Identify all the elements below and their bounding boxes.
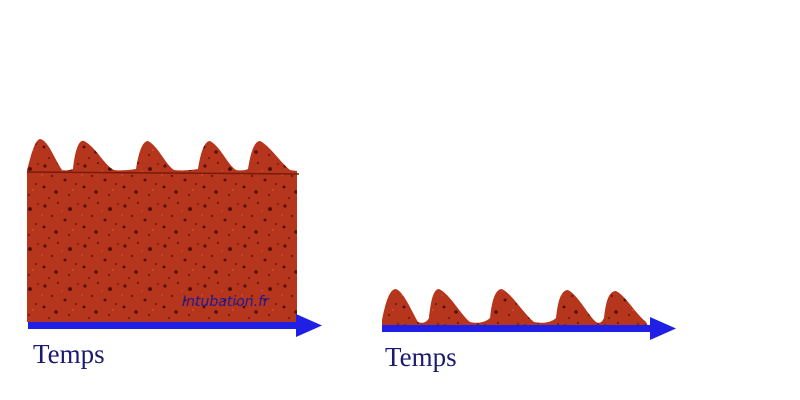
left-time-arrow xyxy=(28,314,322,337)
left-volume-area xyxy=(27,139,297,322)
right-time-label: Temps xyxy=(385,342,457,372)
right-time-arrow xyxy=(382,317,676,340)
left-baseline-mark xyxy=(26,171,300,175)
watermark-logo: Intubation.fr xyxy=(182,294,269,310)
right-volume-area xyxy=(382,289,648,326)
left-time-label: Temps xyxy=(33,339,105,369)
